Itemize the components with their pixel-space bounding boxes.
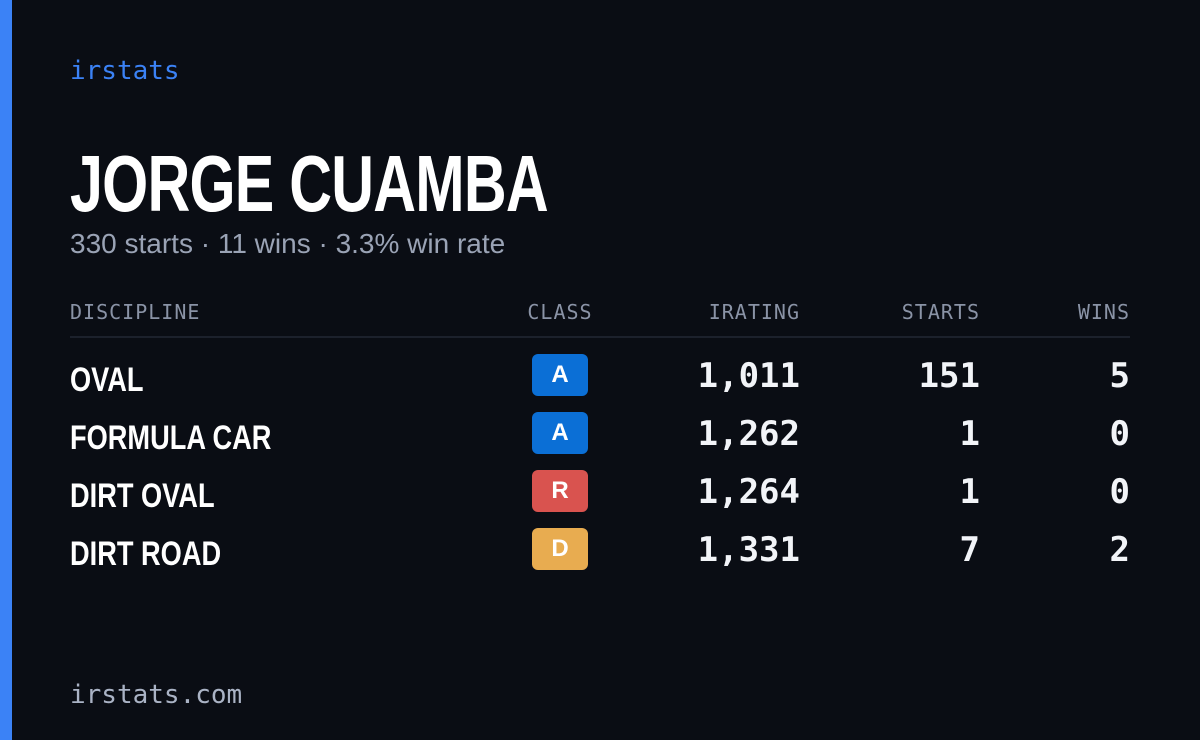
column-header: DISCIPLINE bbox=[70, 300, 201, 324]
brand: irstats bbox=[70, 56, 180, 86]
discipline: OVAL bbox=[70, 361, 144, 399]
class-badge: A bbox=[532, 354, 588, 396]
discipline: DIRT ROAD bbox=[70, 535, 222, 573]
starts: 1 bbox=[959, 472, 980, 512]
column-header: CLASS bbox=[527, 300, 593, 324]
class-badge: D bbox=[532, 528, 588, 570]
footer-url: irstats.com bbox=[70, 680, 243, 710]
wins: 5 bbox=[1109, 356, 1130, 396]
wins: 0 bbox=[1109, 472, 1130, 512]
irating: 1,011 bbox=[697, 356, 800, 396]
discipline: FORMULA CAR bbox=[70, 419, 272, 457]
discipline: DIRT OVAL bbox=[70, 477, 215, 515]
column-header: WINS bbox=[1077, 300, 1130, 324]
driver-summary: 330 starts · 11 wins · 3.3% win rate bbox=[70, 228, 506, 259]
irating: 1,262 bbox=[697, 414, 800, 454]
header-rule bbox=[70, 336, 1130, 338]
driver-name: JORGE CUAMBA bbox=[70, 139, 549, 228]
starts: 1 bbox=[959, 414, 980, 454]
irating: 1,264 bbox=[697, 472, 800, 512]
starts: 7 bbox=[959, 530, 980, 570]
class-badge: A bbox=[532, 412, 588, 454]
class-badge: R bbox=[532, 470, 588, 512]
starts: 151 bbox=[918, 356, 980, 396]
wins: 0 bbox=[1109, 414, 1130, 454]
column-header: IRATING bbox=[708, 300, 800, 324]
accent-bar bbox=[0, 0, 12, 740]
irating: 1,331 bbox=[697, 530, 800, 570]
wins: 2 bbox=[1109, 530, 1130, 570]
column-header: STARTS bbox=[901, 300, 980, 324]
